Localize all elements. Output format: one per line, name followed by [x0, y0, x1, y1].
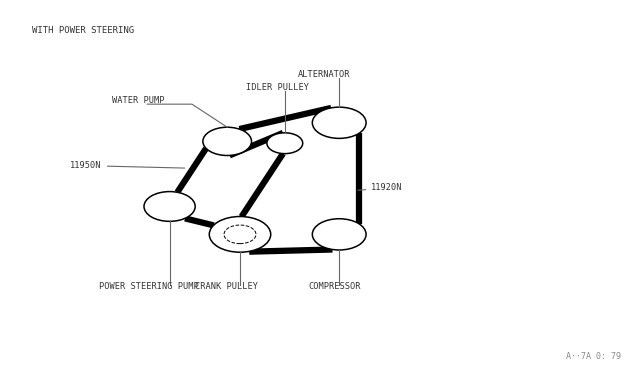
Circle shape — [312, 219, 366, 250]
Circle shape — [144, 192, 195, 221]
Text: ALTERNATOR: ALTERNATOR — [298, 70, 350, 79]
Circle shape — [312, 107, 366, 138]
Text: WATER PUMP: WATER PUMP — [112, 96, 164, 105]
Circle shape — [209, 217, 271, 252]
Text: CRANK PULLEY: CRANK PULLEY — [195, 282, 258, 291]
Text: IDLER PULLEY: IDLER PULLEY — [246, 83, 309, 92]
Text: 11950N: 11950N — [70, 161, 185, 170]
Circle shape — [267, 133, 303, 154]
Text: 11920N: 11920N — [358, 183, 403, 192]
Circle shape — [203, 127, 252, 155]
Text: WITH POWER STEERING: WITH POWER STEERING — [32, 26, 134, 35]
Text: POWER STEERING PUMP: POWER STEERING PUMP — [99, 282, 199, 291]
Text: COMPRESSOR: COMPRESSOR — [308, 282, 361, 291]
Text: A··7A 0: 79: A··7A 0: 79 — [566, 352, 621, 361]
